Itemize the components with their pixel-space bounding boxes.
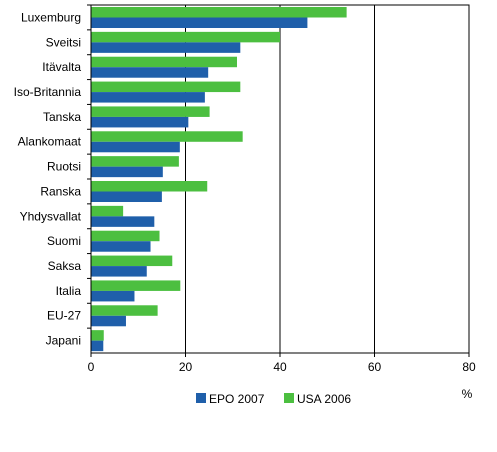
category-label: Sveitsi (46, 35, 81, 49)
bar-epo-2007 (91, 290, 135, 302)
x-tick-label: 60 (368, 360, 382, 374)
bar-epo-2007 (91, 166, 163, 178)
bar-epo-2007 (91, 266, 147, 277)
bar-usa-2006 (91, 156, 179, 167)
bar-usa-2006 (91, 255, 173, 267)
bar-usa-2006 (91, 81, 241, 93)
bars (91, 7, 347, 352)
category-label: Ranska (40, 184, 81, 198)
bar-usa-2006 (91, 181, 208, 192)
category-labels: Luxemburg Sveitsi Itävalta Iso-Britannia Tan… (14, 10, 82, 347)
bar-usa-2006 (91, 7, 347, 18)
legend-swatch-usa (284, 393, 294, 403)
category-label: Tanska (43, 110, 81, 124)
bar-usa-2006 (91, 56, 238, 68)
x-tick-label: 40 (273, 360, 287, 374)
category-label: Italia (56, 284, 82, 298)
bar-usa-2006 (91, 131, 243, 142)
category-label: Ruotsi (47, 160, 81, 174)
bar-usa-2006 (91, 280, 181, 291)
bar-epo-2007 (91, 17, 308, 28)
legend: EPO 2007 USA 2006 (196, 392, 351, 406)
bar-usa-2006 (91, 106, 210, 117)
category-label: Iso-Britannia (14, 85, 82, 99)
bar-usa-2006 (91, 31, 280, 43)
category-label: Japani (46, 334, 81, 348)
x-tick-label: 0 (88, 360, 95, 374)
bar-epo-2007 (91, 315, 126, 327)
bar-usa-2006 (91, 230, 160, 242)
bar-epo-2007 (91, 141, 180, 153)
bar-epo-2007 (91, 92, 205, 103)
axes (87, 4, 470, 357)
bar-usa-2006 (91, 205, 124, 217)
bar-epo-2007 (91, 340, 104, 352)
x-tick-label: 20 (179, 360, 193, 374)
legend-label-usa: USA 2006 (297, 392, 351, 406)
x-tick-label: 80 (462, 360, 476, 374)
category-label: Saksa (48, 259, 82, 273)
unit-label: % (462, 387, 473, 401)
bar-epo-2007 (91, 216, 155, 227)
bar-epo-2007 (91, 116, 189, 128)
bar-usa-2006 (91, 330, 104, 341)
bar-usa-2006 (91, 305, 158, 316)
legend-label-epo: EPO 2007 (209, 392, 265, 406)
category-label: Luxemburg (21, 10, 81, 24)
bar-epo-2007 (91, 241, 151, 252)
category-label: Yhdysvallat (20, 209, 82, 223)
legend-swatch-epo (196, 393, 206, 403)
category-label: Itävalta (42, 60, 81, 74)
category-label: Alankomaat (18, 135, 82, 149)
x-tick-labels: 0 20 40 60 80 (88, 360, 476, 374)
category-label: Suomi (47, 234, 81, 248)
bar-epo-2007 (91, 191, 162, 202)
bar-epo-2007 (91, 42, 241, 53)
bar-epo-2007 (91, 67, 209, 78)
category-label: EU-27 (47, 309, 81, 323)
